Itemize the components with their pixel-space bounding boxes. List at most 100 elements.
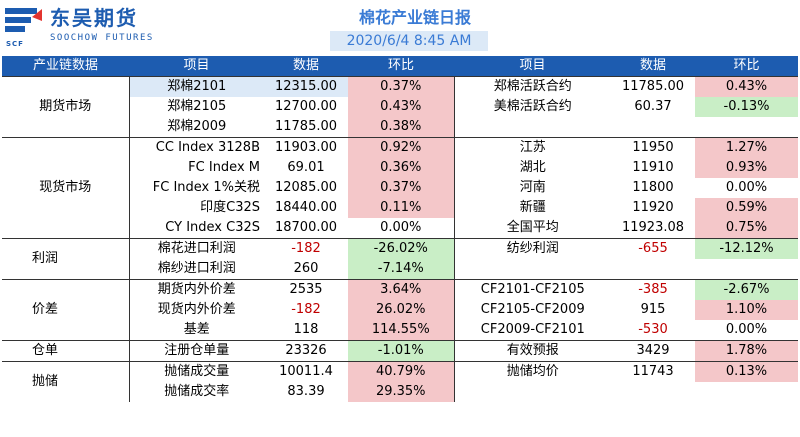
change-cell: 0.38% xyxy=(348,117,455,138)
change-cell-2 xyxy=(695,259,798,280)
col-header-category: 产业链数据 xyxy=(2,56,129,77)
change-cell-2: 0.59% xyxy=(695,198,798,218)
value-cell-2: -530 xyxy=(638,322,668,337)
value-cell-2: 915 xyxy=(640,302,666,317)
item-cell-2 xyxy=(454,259,611,280)
table-row: CY Index C32S 18700.00 0.00% 全国平均 11923.… xyxy=(2,218,798,239)
change-cell: -7.14% xyxy=(348,259,455,280)
item-cell-2 xyxy=(454,117,611,138)
value-cell: 69.01 xyxy=(287,160,325,175)
value-cell-2: 11785.00 xyxy=(611,76,695,97)
change-cell-2: 0.00% xyxy=(725,180,768,195)
value-cell: 18700.00 xyxy=(274,220,338,235)
value-cell-2: 11920 xyxy=(632,200,674,215)
table-row: FC Index M 69.01 0.36% 湖北 11910 0.93% xyxy=(2,158,798,178)
col-header-value: 数据 xyxy=(264,56,348,77)
change-cell: 0.36% xyxy=(348,158,455,178)
table-row: 利润 棉花进口利润 -182 -26.02% 纺纱利润 -655 -12.12% xyxy=(2,238,798,280)
company-logo: SCF 东吴期货 SOOCHOW FUTURES xyxy=(4,4,194,50)
category-cell: 期货市场 xyxy=(2,76,130,138)
item-cell-2: CF2009-CF2101 xyxy=(480,322,585,337)
item-cell-2: 新疆 xyxy=(519,200,546,215)
change-cell-2: 0.43% xyxy=(695,76,798,97)
category-cell: 仓单 xyxy=(2,340,130,362)
change-cell: 0.43% xyxy=(348,97,455,117)
table-header-row: 产业链数据 项目 数据 环比 项目 数据 环比 xyxy=(2,56,798,77)
change-cell: 114.55% xyxy=(348,320,455,341)
category-cell: 利润 xyxy=(2,238,130,280)
item-cell-2: 湖北 xyxy=(519,160,546,175)
value-cell: 11903.00 xyxy=(264,137,348,158)
value-cell: 10011.4 xyxy=(264,361,348,382)
item-cell-2: 有效预报 xyxy=(454,340,611,362)
table-row: 抛储 抛储成交量 10011.4 40.79% 抛储均价 11743 0.13% xyxy=(2,361,798,402)
change-cell-2: -2.67% xyxy=(695,279,798,300)
value-cell-2 xyxy=(611,259,695,280)
item-cell-2: 纺纱利润 xyxy=(454,238,611,259)
change-cell: 3.64% xyxy=(348,279,455,300)
change-cell: 0.11% xyxy=(348,198,455,218)
report-title: 棉花产业链日报 xyxy=(358,8,471,27)
value-cell-2: 3429 xyxy=(611,340,695,362)
change-cell: 0.00% xyxy=(348,218,455,239)
change-cell-2: -0.13% xyxy=(695,97,798,117)
col-header-change-2: 环比 xyxy=(695,56,798,77)
value-cell: 12085.00 xyxy=(274,180,338,195)
item-cell: 郑棉2105 xyxy=(167,99,227,114)
value-cell-2: 11800 xyxy=(632,180,674,195)
item-cell: 基差 xyxy=(183,322,210,337)
item-cell-2: CF2101-CF2105 xyxy=(454,279,611,300)
change-cell-2 xyxy=(695,117,798,138)
item-cell-2: 河南 xyxy=(519,180,546,195)
col-header-value-2: 数据 xyxy=(611,56,695,77)
report-header: SCF 东吴期货 SOOCHOW FUTURES 棉花产业链日报 2020/6/… xyxy=(0,0,800,56)
change-cell: 29.35% xyxy=(348,382,455,402)
value-cell: 18440.00 xyxy=(274,200,338,215)
change-cell: 26.02% xyxy=(348,300,455,320)
col-header-item: 项目 xyxy=(129,56,264,77)
value-cell: -182 xyxy=(291,302,321,317)
table-row: 现货内外价差 -182 26.02% CF2105-CF2009 915 1.1… xyxy=(2,300,798,320)
value-cell: 12700.00 xyxy=(274,99,338,114)
change-cell-2: 0.00% xyxy=(725,322,768,337)
item-cell: 棉花进口利润 xyxy=(129,238,264,259)
item-cell-2: 全国平均 xyxy=(506,220,559,235)
category-cell: 现货市场 xyxy=(2,137,130,239)
logo-mark-icon xyxy=(5,8,42,32)
change-cell-2: 0.93% xyxy=(695,158,798,178)
item-cell: 期货内外价差 xyxy=(129,279,264,300)
cotton-industry-table: 产业链数据 项目 数据 环比 项目 数据 环比 期货市场 郑棉2101 1231… xyxy=(2,56,798,402)
value-cell: 118 xyxy=(293,322,319,337)
item-cell: FC Index 1%关税 xyxy=(152,180,260,195)
item-cell: CC Index 3128B xyxy=(129,137,264,158)
logo-mark-text: SCF xyxy=(6,40,24,48)
item-cell: 注册仓单量 xyxy=(129,340,264,362)
table-row: 抛储成交率 83.39 29.35% xyxy=(2,382,798,402)
table-row: 郑棉2105 12700.00 0.43% 美棉活跃合约 60.37 -0.13… xyxy=(2,97,798,117)
change-cell: 40.79% xyxy=(348,361,455,382)
item-cell-2: 郑棉活跃合约 xyxy=(454,76,611,97)
category-cell: 价差 xyxy=(2,279,130,341)
table-row: 现货市场 CC Index 3128B 11903.00 0.92% 江苏 11… xyxy=(2,137,798,239)
change-cell-2: 1.27% xyxy=(695,137,798,158)
change-cell-2: 0.75% xyxy=(695,218,798,239)
change-cell-2: 1.78% xyxy=(695,340,798,362)
table-row: 基差 118 114.55% CF2009-CF2101 -530 0.00% xyxy=(2,320,798,341)
item-cell: 现货内外价差 xyxy=(157,302,236,317)
value-cell: 2535 xyxy=(264,279,348,300)
item-cell-2: 抛储均价 xyxy=(454,361,611,382)
report-date: 2020/6/4 8:45 AM xyxy=(330,31,488,51)
item-cell: 抛储成交量 xyxy=(129,361,264,382)
col-header-change: 环比 xyxy=(348,56,454,77)
item-cell: FC Index M xyxy=(188,160,260,175)
category-cell: 抛储 xyxy=(2,361,130,402)
value-cell: 83.39 xyxy=(287,384,325,399)
change-cell: 0.37% xyxy=(348,76,455,97)
item-cell-2 xyxy=(454,382,611,402)
change-cell-2: 0.13% xyxy=(695,361,798,382)
value-cell-2: 11950 xyxy=(611,137,695,158)
change-cell-2: -12.12% xyxy=(695,238,798,259)
change-cell: 0.92% xyxy=(348,137,455,158)
table-row: 郑棉2009 11785.00 0.38% xyxy=(2,117,798,138)
value-cell: 260 xyxy=(293,261,319,276)
